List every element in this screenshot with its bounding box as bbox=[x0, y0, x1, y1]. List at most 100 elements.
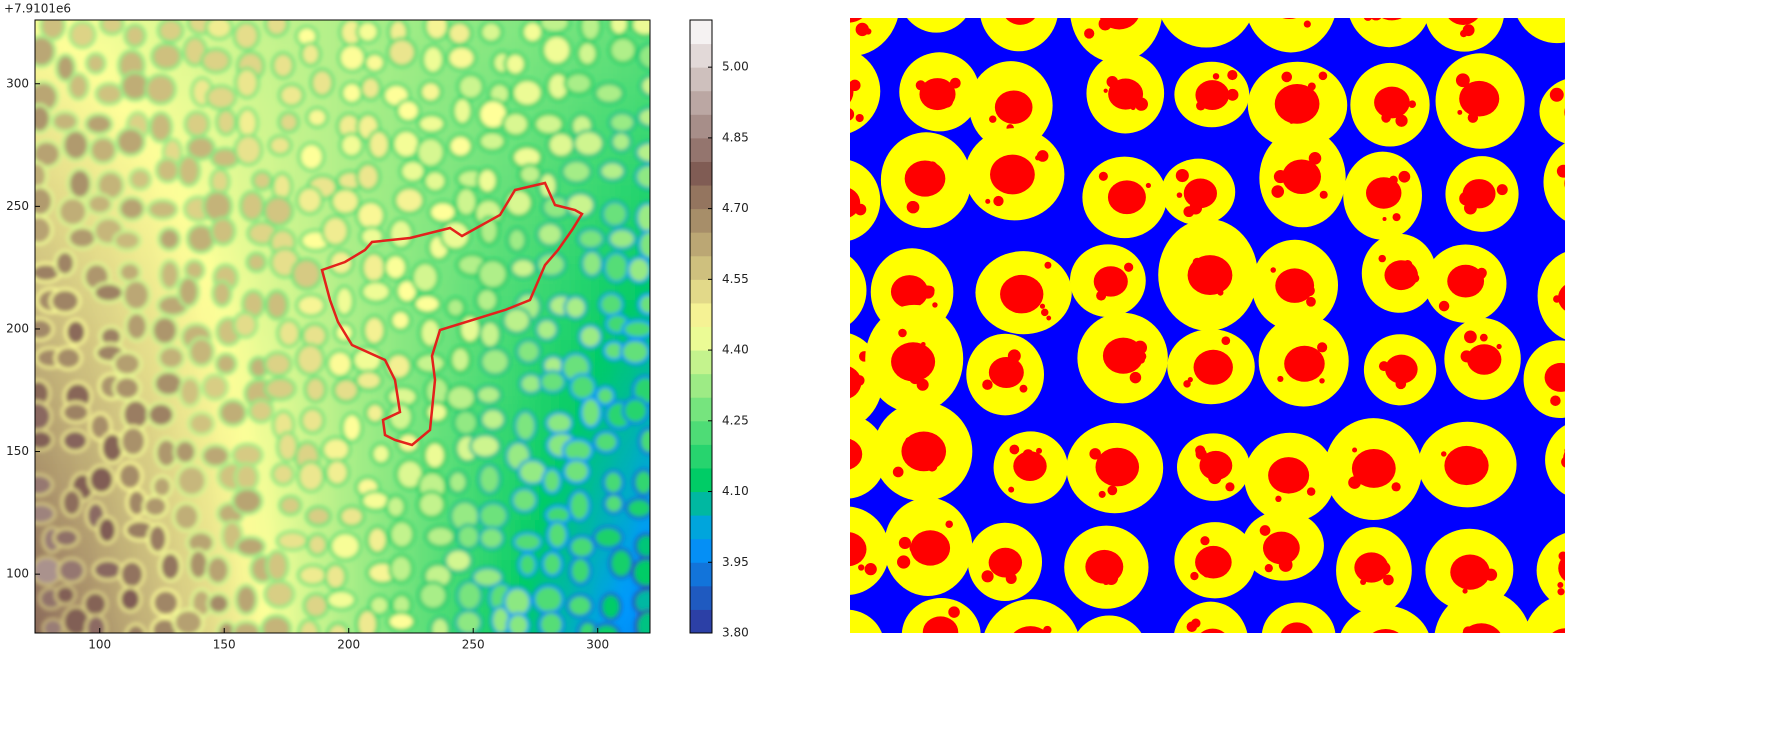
raster-polygon bbox=[26, 216, 52, 244]
raster-polygon bbox=[280, 496, 301, 514]
class-speck bbox=[854, 375, 865, 386]
class-center bbox=[919, 0, 954, 3]
raster-polygon bbox=[28, 430, 53, 450]
raster-cell bbox=[315, 0, 336, 21]
colorbar-band bbox=[690, 279, 712, 303]
class-speck bbox=[1550, 368, 1558, 376]
class-speck bbox=[1043, 626, 1051, 634]
raster-cell bbox=[655, 640, 676, 661]
raster-polygon bbox=[114, 376, 140, 399]
colorbar-band bbox=[690, 91, 712, 115]
raster-polygon bbox=[514, 533, 542, 552]
raster-cell bbox=[655, 340, 676, 361]
class-speck bbox=[1203, 571, 1209, 577]
colorbar-tick-label: 3.80 bbox=[722, 626, 749, 640]
raster-polygon bbox=[216, 354, 236, 374]
class-speck bbox=[1396, 379, 1407, 390]
class-speck bbox=[1190, 572, 1198, 580]
raster-cell bbox=[615, 180, 636, 201]
raster-polygon bbox=[357, 21, 378, 42]
class-speck bbox=[1099, 17, 1112, 30]
class-speck bbox=[1308, 652, 1317, 661]
raster-polygon bbox=[235, 135, 261, 164]
class-center bbox=[824, 187, 860, 219]
class-speck bbox=[1307, 487, 1315, 495]
raster-polygon bbox=[253, 171, 271, 189]
raster-polygon bbox=[565, 73, 592, 94]
raster-cell bbox=[655, 40, 676, 61]
raster-polygon bbox=[175, 440, 196, 463]
class-speck bbox=[990, 558, 997, 565]
raster-polygon bbox=[654, 206, 678, 226]
raster-cell bbox=[15, 480, 36, 501]
raster-polygon bbox=[152, 476, 171, 497]
class-speck bbox=[1369, 7, 1382, 20]
class-speck bbox=[1476, 82, 1486, 92]
class-speck bbox=[1183, 206, 1194, 217]
class-center bbox=[1195, 546, 1232, 579]
raster-polygon bbox=[398, 655, 421, 678]
class-speck bbox=[1054, 639, 1063, 648]
class-speck bbox=[1472, 449, 1483, 460]
class-speck bbox=[1191, 619, 1200, 628]
raster-polygon bbox=[267, 551, 288, 581]
raster-polygon bbox=[69, 655, 92, 680]
raster-polygon bbox=[265, 378, 295, 399]
colorbar-tick-label: 4.70 bbox=[722, 201, 749, 215]
class-speck bbox=[1108, 666, 1117, 675]
raster-cell bbox=[55, 640, 76, 661]
raster-polygon bbox=[453, 98, 472, 125]
raster-polygon bbox=[534, 585, 563, 613]
class-speck bbox=[1298, 0, 1311, 12]
raster-polygon bbox=[426, 403, 448, 422]
colorbar-band bbox=[690, 539, 712, 563]
raster-polygon bbox=[508, 229, 526, 252]
raster-polygon bbox=[636, 534, 657, 557]
class-speck bbox=[856, 114, 864, 122]
raster-polygon bbox=[130, 169, 151, 189]
raster-polygon bbox=[66, 320, 87, 345]
raster-polygon bbox=[273, 53, 294, 77]
raster-cell bbox=[275, 0, 296, 21]
raster-cell bbox=[635, 640, 656, 661]
raster-polygon bbox=[236, 585, 257, 614]
raster-polygon bbox=[189, 338, 213, 365]
raster-polygon bbox=[365, 53, 385, 72]
class-speck bbox=[1193, 258, 1202, 267]
class-center bbox=[803, 271, 841, 305]
colorbar-tick-label: 4.10 bbox=[722, 484, 749, 498]
raster-polygon bbox=[117, 128, 145, 155]
class-speck bbox=[1561, 456, 1573, 468]
class-speck bbox=[1459, 279, 1472, 292]
raster-polygon bbox=[29, 105, 51, 132]
class-speck bbox=[1360, 642, 1371, 653]
raster-cell bbox=[455, 0, 476, 21]
raster-cell bbox=[15, 460, 36, 481]
class-speck bbox=[1122, 640, 1135, 653]
class-speck bbox=[1023, 449, 1034, 460]
raster-polygon bbox=[570, 558, 590, 585]
raster-polygon bbox=[604, 252, 628, 282]
class-speck bbox=[985, 199, 990, 204]
class-speck bbox=[1040, 304, 1045, 309]
class-speck bbox=[1017, 7, 1022, 12]
raster-polygon bbox=[51, 289, 80, 313]
class-center bbox=[1546, 628, 1586, 664]
raster-polygon bbox=[420, 82, 441, 102]
class-speck bbox=[835, 431, 847, 443]
x-tick-label: 300 bbox=[586, 638, 609, 652]
colorbar-band bbox=[690, 609, 712, 633]
class-speck bbox=[1605, 202, 1612, 209]
class-speck bbox=[1306, 297, 1316, 307]
class-center bbox=[1373, 0, 1411, 20]
raster-cell bbox=[375, 0, 396, 21]
x-tick-label: 250 bbox=[462, 638, 485, 652]
raster-cell bbox=[195, 0, 216, 21]
raster-cell bbox=[115, 640, 136, 661]
colorbar-band bbox=[690, 185, 712, 209]
raster-polygon bbox=[267, 644, 288, 669]
class-speck bbox=[1377, 562, 1390, 575]
raster-polygon bbox=[264, 197, 292, 225]
class-speck bbox=[849, 80, 860, 91]
class-speck bbox=[922, 91, 930, 99]
